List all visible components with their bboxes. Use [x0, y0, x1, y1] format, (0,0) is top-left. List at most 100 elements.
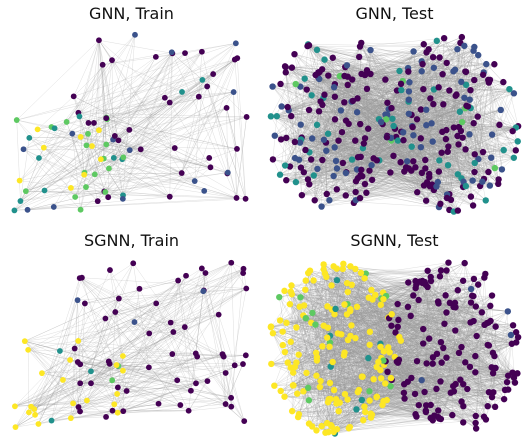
graph-edge: [465, 71, 489, 83]
graph-node: [224, 169, 231, 176]
graph-edge: [329, 346, 464, 407]
graph-edge: [475, 397, 493, 424]
graph-node: [454, 171, 462, 178]
graph-edge: [271, 320, 474, 365]
graph-node: [355, 53, 363, 61]
graph-edge: [287, 102, 388, 108]
graph-edge: [332, 57, 449, 147]
graph-edge: [349, 343, 381, 428]
graph-edge: [105, 97, 165, 193]
graph-edge: [298, 373, 518, 415]
graph-edge: [29, 137, 237, 199]
graph-edge: [279, 320, 370, 392]
graph-edge: [335, 160, 437, 187]
graph-edge: [305, 289, 427, 364]
graph-edge: [425, 159, 448, 199]
graph-edge: [334, 76, 340, 148]
graph-edge: [343, 299, 373, 356]
graph-edge: [329, 99, 409, 201]
graph-edge: [391, 314, 506, 391]
graph-edge: [400, 74, 484, 85]
graph-edge: [287, 299, 373, 363]
graph-edge: [66, 53, 173, 123]
graph-edge: [201, 268, 245, 422]
graph-node: [308, 135, 316, 142]
graph-edge: [305, 144, 459, 151]
graph-edge: [336, 280, 382, 379]
graph-edge: [403, 140, 466, 150]
graph-edge: [311, 57, 333, 96]
graph-edge: [350, 335, 476, 357]
graph-edge: [299, 159, 430, 187]
graph-edge: [320, 268, 343, 382]
graph-node: [428, 120, 435, 127]
graph-edge: [369, 355, 495, 401]
graph-edge: [350, 335, 496, 408]
graph-node: [363, 189, 370, 196]
graph-edge: [105, 326, 185, 417]
graph-edge: [356, 366, 471, 410]
graph-edge: [494, 356, 508, 383]
graph-edge: [272, 86, 362, 170]
graph-edge: [77, 361, 149, 368]
graph-edge: [357, 71, 422, 113]
graph-edge: [291, 262, 449, 286]
graph-edge: [408, 71, 450, 195]
graph-edge: [493, 326, 496, 393]
graph-edge: [470, 179, 499, 197]
graph-edge: [323, 269, 491, 322]
graph-edge: [408, 282, 426, 411]
graph-node: [230, 89, 237, 95]
graph-edge: [339, 319, 399, 403]
graph-edge: [299, 142, 302, 168]
graph-edge: [412, 126, 495, 169]
graph-edge: [234, 59, 246, 199]
graph-edge: [425, 332, 517, 413]
graph-edge: [322, 62, 447, 106]
graph-node: [242, 352, 249, 359]
graph-node: [21, 338, 28, 345]
graph-edge: [411, 146, 466, 187]
graph-edge: [328, 75, 392, 109]
graph-edge: [294, 141, 466, 187]
graph-edge: [360, 123, 464, 182]
graph-edge: [380, 295, 446, 344]
graph-edge: [111, 60, 114, 140]
graph-edge: [328, 355, 476, 400]
graph-node: [495, 176, 502, 183]
graph-edge: [311, 83, 402, 160]
graph-edge: [309, 107, 392, 111]
graph-edge: [79, 116, 106, 193]
graph-node: [324, 130, 332, 137]
graph-edge: [25, 144, 107, 192]
graph-edge: [323, 139, 361, 199]
graph-edge: [312, 389, 506, 427]
graph-node: [170, 329, 177, 335]
graph-edge: [381, 325, 514, 359]
graph-edge: [315, 324, 317, 353]
graph-edge: [421, 61, 431, 99]
graph-edge: [286, 151, 484, 181]
graph-edge: [296, 362, 476, 424]
graph-edge: [105, 288, 140, 319]
graph-edge: [453, 71, 484, 153]
graph-edge: [431, 123, 513, 132]
graph-edge: [403, 135, 458, 141]
graph-edge: [376, 379, 392, 398]
graph-node: [500, 78, 507, 86]
graph-edge: [274, 44, 424, 136]
graph-edge: [366, 70, 504, 83]
graph-edge: [352, 79, 409, 102]
graph-edge: [446, 270, 464, 423]
graph-edge: [489, 79, 517, 128]
graph-edge: [475, 306, 485, 325]
graph-edge: [339, 320, 474, 403]
graph-edge: [15, 364, 117, 428]
graph-edge: [207, 58, 238, 87]
graph-node: [228, 403, 235, 410]
graph-edge: [369, 74, 443, 171]
graph-edge: [361, 169, 471, 197]
graph-edge: [280, 290, 458, 321]
graph-node: [56, 348, 63, 354]
graph-edge: [403, 286, 428, 393]
